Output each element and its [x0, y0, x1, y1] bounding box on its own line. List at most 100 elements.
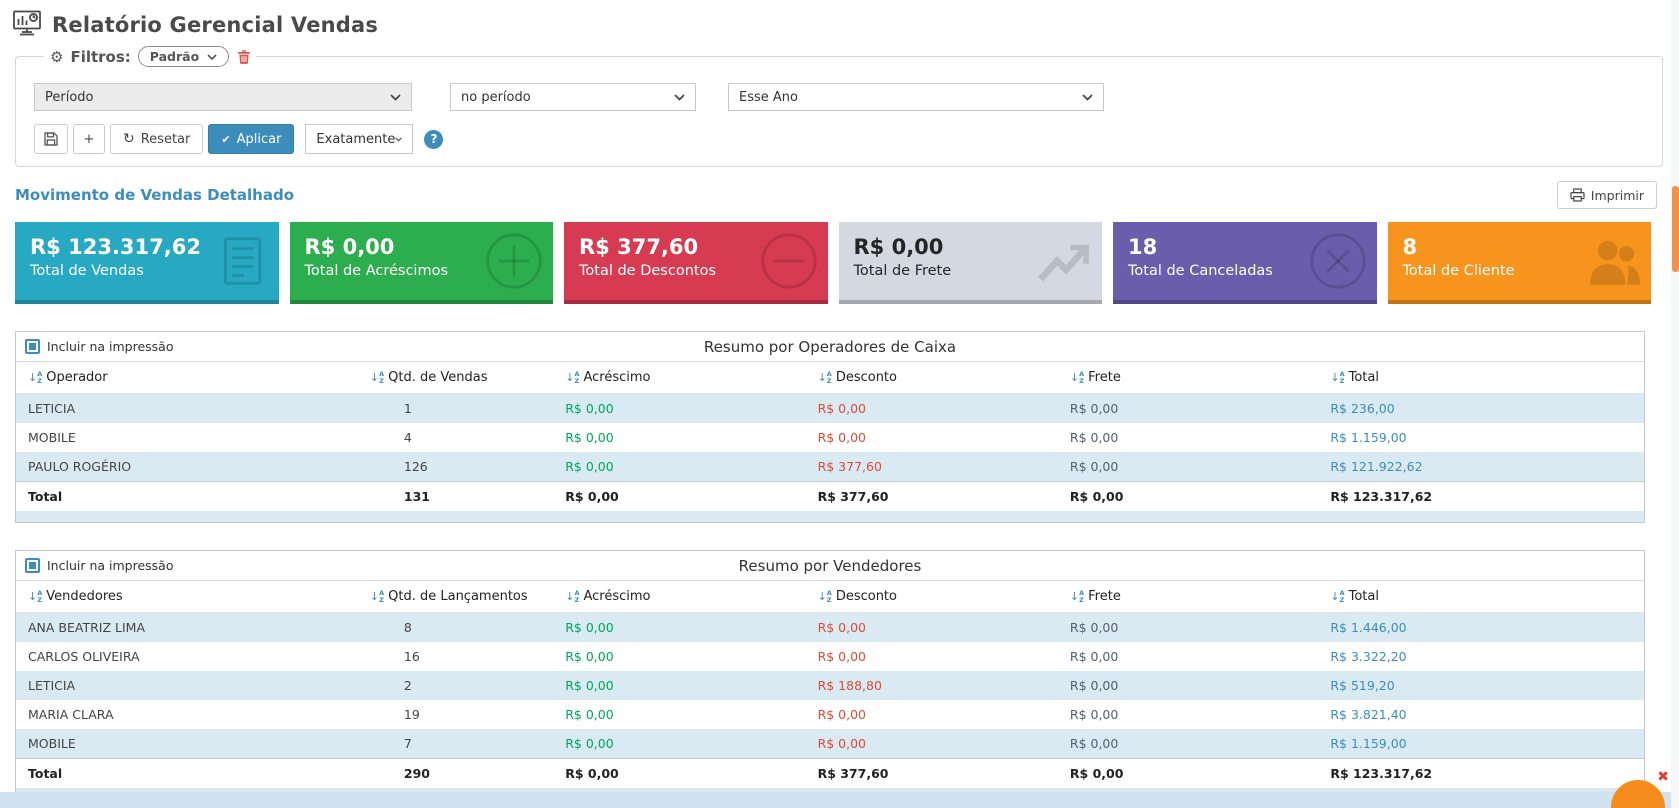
help-icon[interactable]: ?	[424, 129, 444, 149]
page-title: Relatório Gerencial Vendas	[52, 13, 379, 37]
column-header-label: Qtd. de Vendas	[388, 370, 488, 385]
refresh-icon: ↻	[123, 131, 135, 147]
print-button[interactable]: Imprimir	[1556, 181, 1657, 209]
cell: 126	[403, 459, 428, 474]
total-row: Total 290 R$ 0,00 R$ 377,60 R$ 0,00 R$ 123.31…	[16, 758, 1644, 788]
close-icon[interactable]: ✖	[1657, 769, 1669, 785]
cell: R$ 3.322,20	[1330, 649, 1407, 664]
chevron-down-icon	[1082, 93, 1093, 101]
column-header-label: Desconto	[835, 370, 897, 385]
column-header-label: Acréscimo	[583, 370, 651, 385]
cell: R$ 1.446,00	[1330, 620, 1407, 635]
table-body: ANA BEATRIZ LIMA 8 R$ 0,00 R$ 0,00 R$ 0,00 R$…	[16, 613, 1644, 788]
cell: R$ 0,00	[1069, 678, 1119, 693]
filters-legend: ⚙ Filtros: Padrão	[44, 46, 256, 67]
cell: R$ 0,00	[1069, 430, 1119, 445]
sort-az-icon: ↓ A Z	[817, 369, 832, 385]
column-header[interactable]: ↓ A Z Frete	[1058, 362, 1318, 393]
column-header[interactable]: ↓ A Z Total	[1318, 362, 1644, 393]
sort-az-icon: ↓ A Z	[1330, 588, 1345, 604]
column-header[interactable]: ↓ A Z Total	[1318, 581, 1644, 612]
cell: R$ 0,00	[565, 459, 614, 474]
scrollbar-thumb[interactable]	[1672, 186, 1679, 272]
apply-label: Aplicar	[236, 131, 282, 147]
card-total-vendas[interactable]: R$ 123.317,62 Total de Vendas	[15, 222, 279, 304]
column-header-label: Frete	[1088, 589, 1121, 604]
column-header-label: Operador	[46, 370, 108, 385]
card-total-cliente[interactable]: 8 Total de Cliente	[1387, 222, 1651, 304]
column-header[interactable]: ↓ A Z Acréscimo	[553, 362, 805, 393]
column-header[interactable]: ↓ A Z Qtd. de Lançamentos	[358, 581, 553, 612]
include-print-label: Incluir na impressão	[47, 339, 174, 354]
column-header[interactable]: ↓ A Z Qtd. de Vendas	[358, 362, 553, 393]
trash-icon[interactable]	[238, 49, 251, 64]
cell: LETICIA	[28, 678, 76, 693]
apply-button[interactable]: ✔ Aplicar	[208, 124, 295, 154]
x-circle-icon	[1307, 230, 1369, 292]
cell: R$ 0,00	[817, 649, 867, 664]
cell: 19	[403, 707, 420, 722]
cell: 16	[403, 649, 420, 664]
cell: MOBILE	[28, 736, 76, 751]
table-row: CARLOS OLIVEIRA 16 R$ 0,00 R$ 0,00 R$ 0,00 R$…	[16, 642, 1644, 671]
card-value: R$ 0,00	[304, 235, 395, 259]
filter-preset-value: Padrão	[149, 49, 200, 64]
card-value: R$ 123.317,62	[30, 235, 201, 259]
filter-preset-select[interactable]: Padrão	[137, 46, 230, 67]
add-filter-button[interactable]: +	[73, 124, 105, 154]
cell: R$ 0,00	[565, 489, 619, 504]
filter-buttons-row: + ↻ Resetar ✔ Aplicar Exatamente ?	[34, 124, 1644, 154]
table-header-bar: Incluir na impressão Resumo por Operador…	[16, 332, 1644, 362]
filter-field-select[interactable]: Período	[34, 83, 412, 111]
filters-panel: ⚙ Filtros: Padrão Período	[15, 46, 1663, 167]
cell: R$ 0,00	[1069, 707, 1119, 722]
table-header-bar: Incluir na impressão Resumo por Vendedor…	[16, 551, 1644, 581]
column-header-label: Frete	[1088, 370, 1121, 385]
cell: R$ 0,00	[1069, 766, 1124, 781]
include-print-toggle[interactable]: Incluir na impressão	[16, 339, 174, 354]
filter-value-select[interactable]: Esse Ano	[728, 83, 1104, 111]
horizontal-scrollbar[interactable]	[0, 792, 1671, 808]
card-total-canceladas[interactable]: 18 Total de Canceladas	[1113, 222, 1377, 304]
sellers-table: Incluir na impressão Resumo por Vendedor…	[15, 550, 1645, 800]
column-header-label: Vendedores	[46, 589, 123, 604]
table-title: Resumo por Vendedores	[738, 556, 922, 575]
cell: MOBILE	[28, 430, 76, 445]
report-link[interactable]: Movimento de Vendas Detalhado	[15, 186, 295, 204]
match-mode-value: Exatamente	[316, 131, 396, 147]
column-header[interactable]: ↓ A Z Desconto	[806, 581, 1058, 612]
cell: 2	[403, 678, 412, 693]
cell: R$ 0,00	[817, 401, 867, 416]
column-header[interactable]: ↓ A Z Operador	[16, 362, 358, 393]
cell: R$ 0,00	[817, 620, 867, 635]
card-total-frete[interactable]: R$ 0,00 Total de Frete	[838, 222, 1102, 304]
cell: R$ 0,00	[565, 707, 614, 722]
column-header[interactable]: ↓ A Z Frete	[1058, 581, 1318, 612]
match-mode-select[interactable]: Exatamente	[305, 124, 414, 154]
column-header-row: ↓ A Z Operador ↓ A Z Qtd. de Vendas ↓ A Z Acréscimo…	[16, 362, 1644, 394]
vertical-scrollbar[interactable]	[1671, 0, 1679, 808]
card-label: Total de Acréscimos	[304, 263, 449, 279]
sort-az-icon: ↓ A Z	[369, 369, 385, 385]
sort-az-icon: ↓ A Z	[817, 588, 832, 604]
reset-button[interactable]: ↻ Resetar	[110, 124, 204, 154]
check-icon: ✔	[221, 132, 231, 146]
column-header[interactable]: ↓ A Z Acréscimo	[553, 581, 805, 612]
card-label: Total de Vendas	[30, 263, 144, 279]
cell: R$ 0,00	[1069, 489, 1124, 504]
column-header[interactable]: ↓ A Z Vendedores	[16, 581, 358, 612]
card-total-acrescimos[interactable]: R$ 0,00 Total de Acréscimos	[289, 222, 553, 304]
column-header[interactable]: ↓ A Z Desconto	[806, 362, 1058, 393]
include-print-toggle[interactable]: Incluir na impressão	[16, 558, 174, 573]
cell: R$ 123.317,62	[1330, 766, 1433, 781]
cell: MARIA CLARA	[28, 707, 114, 722]
sort-az-icon: ↓ A Z	[1069, 588, 1085, 604]
cell: R$ 0,00	[565, 736, 614, 751]
table-row: MOBILE 7 R$ 0,00 R$ 0,00 R$ 0,00 R$ 1.159,00	[16, 729, 1644, 758]
gear-icon: ⚙	[50, 47, 64, 66]
plus-circle-icon	[483, 230, 545, 292]
filter-operator-select[interactable]: no período	[450, 83, 696, 111]
save-filter-button[interactable]	[34, 124, 68, 154]
card-total-descontos[interactable]: R$ 377,60 Total de Descontos	[564, 222, 828, 304]
trend-up-icon	[1036, 236, 1094, 286]
